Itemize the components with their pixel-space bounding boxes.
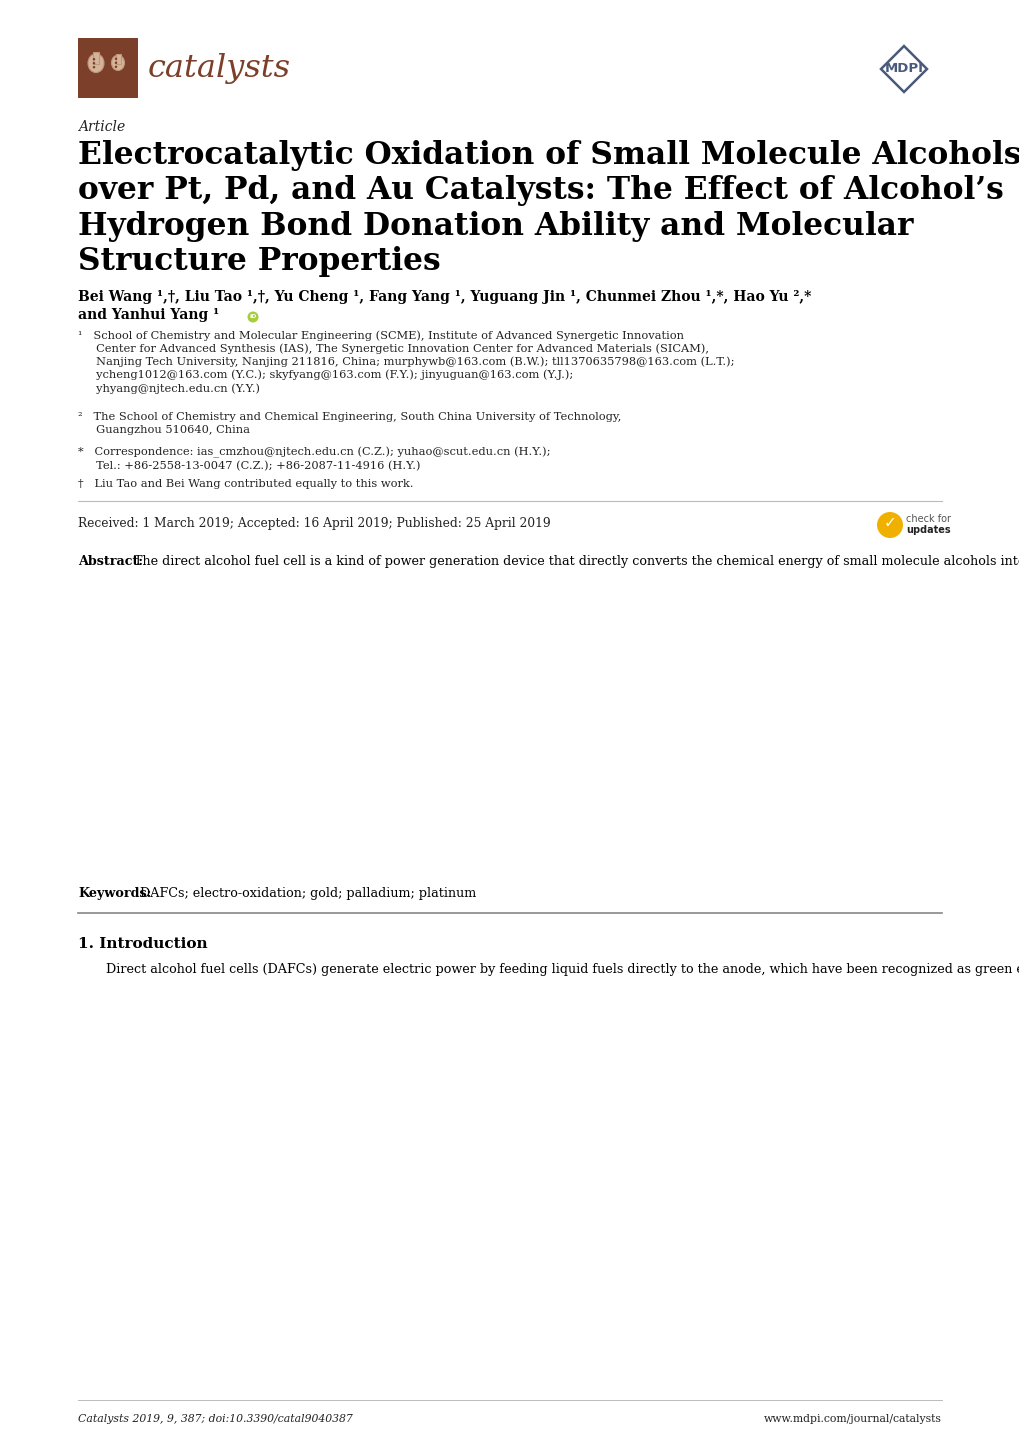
Text: DAFCs; electro-oxidation; gold; palladium; platinum: DAFCs; electro-oxidation; gold; palladiu… xyxy=(140,887,476,900)
Ellipse shape xyxy=(876,512,902,538)
Ellipse shape xyxy=(248,311,258,323)
Text: 1. Introduction: 1. Introduction xyxy=(77,937,208,952)
Text: ¹   School of Chemistry and Molecular Engineering (SCME), Institute of Advanced : ¹ School of Chemistry and Molecular Engi… xyxy=(77,330,734,394)
Bar xyxy=(93,52,99,63)
Ellipse shape xyxy=(88,53,104,72)
Text: Received: 1 March 2019; Accepted: 16 April 2019; Published: 25 April 2019: Received: 1 March 2019; Accepted: 16 Apr… xyxy=(77,518,550,531)
Text: Electrocatalytic Oxidation of Small Molecule Alcohols
over Pt, Pd, and Au Cataly: Electrocatalytic Oxidation of Small Mole… xyxy=(77,140,1019,277)
Text: MDPI: MDPI xyxy=(883,62,922,75)
Ellipse shape xyxy=(93,62,95,65)
Text: Keywords:: Keywords: xyxy=(77,887,151,900)
Ellipse shape xyxy=(93,58,95,61)
Text: and Yanhui Yang ¹: and Yanhui Yang ¹ xyxy=(77,309,219,322)
Text: Article: Article xyxy=(77,120,125,134)
Polygon shape xyxy=(880,46,926,92)
Text: ²   The School of Chemistry and Chemical Engineering, South China University of : ² The School of Chemistry and Chemical E… xyxy=(77,412,621,434)
Ellipse shape xyxy=(115,62,117,63)
Text: Direct alcohol fuel cells (DAFCs) generate electric power by feeding liquid fuel: Direct alcohol fuel cells (DAFCs) genera… xyxy=(106,963,1019,976)
Text: updates: updates xyxy=(905,525,950,535)
Text: ✓: ✓ xyxy=(882,515,896,531)
Text: The direct alcohol fuel cell is a kind of power generation device that directly : The direct alcohol fuel cell is a kind o… xyxy=(133,555,1019,568)
Ellipse shape xyxy=(115,65,117,68)
Text: www.mdpi.com/journal/catalysts: www.mdpi.com/journal/catalysts xyxy=(763,1415,942,1425)
Bar xyxy=(115,53,120,63)
Text: *   Correspondence: ias_cmzhou@njtech.edu.cn (C.Z.); yuhao@scut.edu.cn (H.Y.);
 : * Correspondence: ias_cmzhou@njtech.edu.… xyxy=(77,447,550,472)
Text: Bei Wang ¹,†, Liu Tao ¹,†, Yu Cheng ¹, Fang Yang ¹, Yuguang Jin ¹, Chunmei Zhou : Bei Wang ¹,†, Liu Tao ¹,†, Yu Cheng ¹, F… xyxy=(77,290,810,304)
Ellipse shape xyxy=(111,55,124,71)
Ellipse shape xyxy=(115,58,117,61)
Text: check for: check for xyxy=(905,513,950,523)
Text: Catalysts 2019, 9, 387; doi:10.3390/catal9040387: Catalysts 2019, 9, 387; doi:10.3390/cata… xyxy=(77,1415,353,1425)
Text: †   Liu Tao and Bei Wang contributed equally to this work.: † Liu Tao and Bei Wang contributed equal… xyxy=(77,479,413,489)
Text: catalysts: catalysts xyxy=(148,52,290,84)
Text: Abstract:: Abstract: xyxy=(77,555,143,568)
Bar xyxy=(77,37,138,98)
Ellipse shape xyxy=(93,66,95,68)
Text: iD: iD xyxy=(249,314,257,320)
